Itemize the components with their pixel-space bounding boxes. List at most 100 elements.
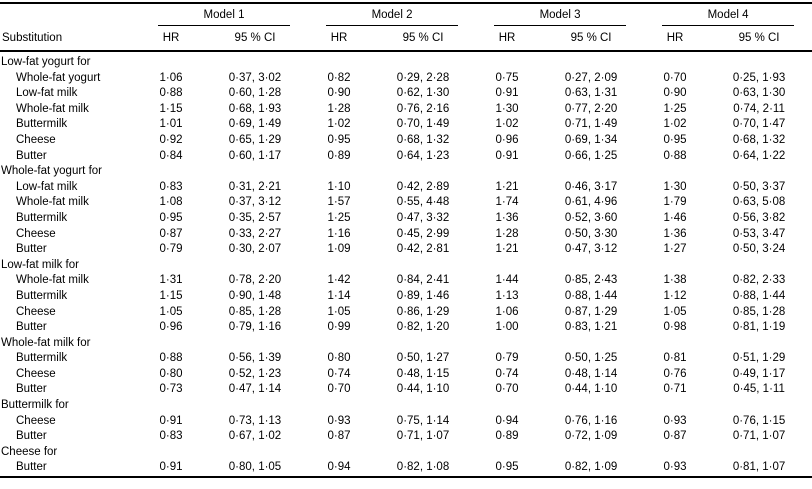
hr-value: 1·05 — [663, 305, 687, 318]
hr-value: 1·09 — [327, 243, 351, 256]
ci-value: 0·71, 1·07 — [732, 430, 786, 443]
ci-value: 0·85, 2·43 — [564, 274, 618, 287]
substitution-item-label: Butter — [16, 149, 47, 162]
hr-column-header: HR — [476, 26, 539, 52]
ci-value: 0·25, 1·93 — [732, 71, 786, 84]
hr-value: 0·89 — [327, 149, 351, 162]
table-row: Low-fat milk 0·88 0·60, 1·28 0·90 0·62, 1·30… — [0, 86, 812, 102]
hr-value: 0·80 — [159, 367, 183, 380]
substitution-item-label: Cheese — [16, 367, 56, 380]
hr-value: 0·79 — [159, 243, 183, 256]
hr-value: 0·93 — [663, 461, 687, 474]
hr-value: 0·82 — [327, 71, 351, 84]
hr-value: 1·15 — [159, 102, 183, 115]
hr-value: 1·42 — [327, 274, 351, 287]
group-label: Low-fat yogurt for — [1, 56, 91, 68]
substitution-item-label: Butter — [16, 430, 47, 443]
ci-value: 0·49, 1·17 — [732, 367, 786, 380]
ci-value: 0·63, 1·30 — [732, 87, 786, 100]
model-header-row: Model 1 Model 2 Model 3 Model 4 — [0, 3, 812, 26]
table-row: Butter 0·79 0·30, 2·07 1·09 0·42, 2·81 1·21 0·… — [0, 242, 812, 258]
table-row: Buttermilk 0·95 0·35, 2·57 1·25 0·47, 3·32 1·… — [0, 211, 812, 227]
substitution-item-label: Cheese — [16, 227, 56, 240]
hr-value: 0·70 — [663, 71, 687, 84]
ci-value: 0·76, 2·16 — [396, 102, 450, 115]
ci-value: 0·37, 3·12 — [228, 196, 282, 209]
hr-value: 0·95 — [159, 211, 183, 224]
hr-value: 0·73 — [159, 383, 183, 396]
hr-value: 0·99 — [327, 321, 351, 334]
ci-value: 0·50, 1·27 — [396, 352, 450, 365]
hr-value: 0·88 — [159, 352, 183, 365]
model-2-header: Model 2 — [308, 3, 476, 26]
ci-value: 0·82, 2·33 — [732, 274, 786, 287]
ci-value: 0·31, 2·21 — [228, 180, 282, 193]
hr-value: 1·02 — [663, 118, 687, 131]
hr-value: 1·14 — [327, 289, 351, 302]
ci-value: 0·47, 3·32 — [396, 211, 450, 224]
substitution-item-label: Buttermilk — [16, 352, 68, 365]
table-row: Whole-fat milk 1·31 0·78, 2·20 1·42 0·84, 2·… — [0, 273, 812, 289]
ci-value: 0·52, 1·23 — [228, 367, 282, 380]
ci-value: 0·35, 2·57 — [228, 211, 282, 224]
hr-value: 0·92 — [159, 133, 183, 146]
model-2-label: Model 2 — [326, 9, 459, 26]
hr-value: 1·44 — [495, 274, 519, 287]
model-3-label: Model 3 — [494, 9, 627, 26]
ci-value: 0·48, 1·14 — [564, 367, 618, 380]
table-row: Butter 0·84 0·60, 1·17 0·89 0·64, 1·23 0·91 0·… — [0, 149, 812, 165]
hr-value: 1·36 — [663, 227, 687, 240]
ci-value: 0·42, 2·89 — [396, 180, 450, 193]
ci-value: 0·60, 1·17 — [228, 149, 282, 162]
group-header-row: Whole-fat yogurt for — [0, 164, 812, 180]
hr-value: 1·30 — [663, 180, 687, 193]
table-row: Cheese 0·92 0·65, 1·29 0·95 0·68, 1·32 0·96 0·… — [0, 133, 812, 149]
ci-value: 0·76, 1·15 — [732, 414, 786, 427]
ci-value: 0·82, 1·09 — [564, 461, 618, 474]
ci-value: 0·27, 2·09 — [564, 71, 618, 84]
hr-value: 0·75 — [495, 71, 519, 84]
ci-value: 0·50, 1·25 — [564, 352, 618, 365]
ci-value: 0·52, 3·60 — [564, 211, 618, 224]
substitution-item-label: Low-fat milk — [16, 180, 78, 193]
ci-value: 0·70, 1·47 — [732, 118, 786, 131]
substitution-item-label: Butter — [16, 321, 47, 334]
hr-column-header: HR — [644, 26, 707, 52]
model-4-label: Model 4 — [662, 9, 795, 26]
ci-value: 0·81, 1·07 — [732, 461, 786, 474]
substitution-item-label: Buttermilk — [16, 211, 68, 224]
table-row: Cheese 0·91 0·73, 1·13 0·93 0·75, 1·14 0·94 0·… — [0, 414, 812, 430]
ci-value: 0·80, 1·05 — [228, 461, 282, 474]
hr-column-header: HR — [308, 26, 371, 52]
substitution-item-label: Whole-fat milk — [16, 102, 89, 115]
model-4-header: Model 4 — [644, 3, 812, 26]
ci-value: 0·88, 1·44 — [732, 289, 786, 302]
hr-value: 1·36 — [495, 211, 519, 224]
substitution-item-label: Whole-fat milk — [16, 196, 89, 209]
hr-value: 0·70 — [327, 383, 351, 396]
group-label: Cheese for — [1, 445, 58, 458]
substitution-item-label: Butter — [16, 243, 47, 256]
hr-value: 1·02 — [495, 118, 519, 131]
hr-value: 0·93 — [663, 414, 687, 427]
ci-value: 0·45, 2·99 — [396, 227, 450, 240]
hr-value: 1·15 — [159, 289, 183, 302]
ci-value: 0·65, 1·29 — [228, 133, 282, 146]
table-row: Buttermilk 1·15 0·90, 1·48 1·14 0·89, 1·46 1·… — [0, 289, 812, 305]
table-row: Buttermilk 1·01 0·69, 1·49 1·02 0·70, 1·49 1·… — [0, 117, 812, 133]
substitution-item-label: Whole-fat milk — [16, 274, 89, 287]
ci-value: 0·63, 5·08 — [732, 196, 786, 209]
ci-value: 0·42, 2·81 — [396, 243, 450, 256]
ci-column-header: 95 % CI — [538, 26, 645, 52]
substitution-item-label: Butter — [16, 383, 47, 396]
ci-value: 0·64, 1·22 — [732, 149, 786, 162]
hr-value: 0·80 — [327, 352, 351, 365]
hr-value: 0·74 — [327, 367, 351, 380]
ci-value: 0·84, 2·41 — [396, 274, 450, 287]
ci-value: 0·46, 3·17 — [564, 180, 618, 193]
hr-value: 0·91 — [159, 461, 183, 474]
substitution-item-label: Buttermilk — [16, 289, 68, 302]
hr-value: 1·74 — [495, 196, 519, 209]
hr-value: 0·83 — [159, 180, 183, 193]
ci-value: 0·37, 3·02 — [228, 71, 282, 84]
